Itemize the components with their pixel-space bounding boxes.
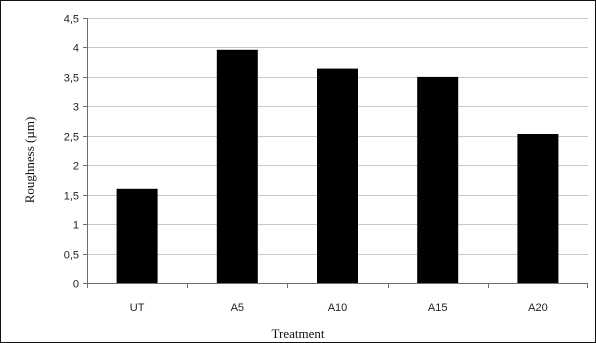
x-tick-labels: UT A5 A10 A15 A20 <box>130 302 548 314</box>
x-tick-label: A5 <box>231 302 244 314</box>
y-tick-label: 1 <box>73 220 79 232</box>
bar-a20 <box>517 134 559 283</box>
x-tick-label: A15 <box>428 302 448 314</box>
x-tick-label: UT <box>130 302 145 314</box>
y-tick-label: 0,5 <box>64 250 79 262</box>
x-axis-title: Treatment <box>272 326 325 341</box>
y-tick-label: 3 <box>73 102 79 114</box>
y-tick-label: 0 <box>73 279 79 291</box>
y-tick-label: 4 <box>73 43 79 55</box>
bar-a5 <box>216 49 258 283</box>
bar-a15 <box>417 76 459 284</box>
y-tick-label: 4,5 <box>64 14 79 26</box>
axes <box>83 18 588 288</box>
bar-ut <box>116 188 158 283</box>
bar-a10 <box>317 68 358 283</box>
bars <box>116 49 559 284</box>
y-axis-title: Roughness (µm) <box>22 117 37 204</box>
x-tick-label: A20 <box>528 302 548 314</box>
y-tick-label: 1,5 <box>64 191 79 203</box>
y-tick-label: 3,5 <box>64 73 79 85</box>
y-tick-label: 2 <box>73 161 79 173</box>
x-tick-label: A10 <box>328 302 348 314</box>
y-tick-label: 2,5 <box>64 132 79 144</box>
y-tick-labels: 0 0,5 1 1,5 2 2,5 3 3,5 4 4,5 <box>64 14 79 291</box>
